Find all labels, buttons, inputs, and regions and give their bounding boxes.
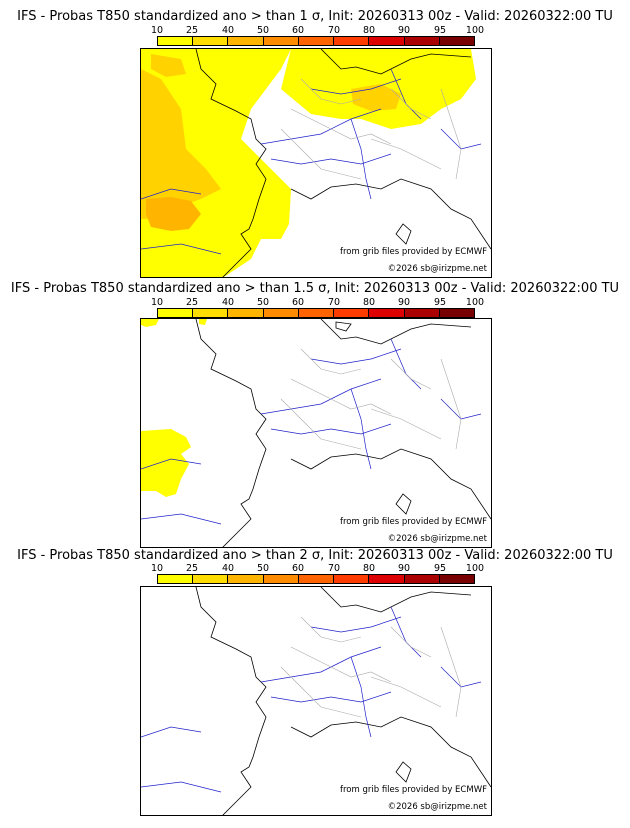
tick-70: 70 bbox=[327, 25, 341, 36]
borders bbox=[280, 348, 462, 450]
colorbar-swatch bbox=[228, 309, 264, 317]
tick-100: 100 bbox=[465, 25, 485, 36]
colorbar-swatch bbox=[263, 37, 299, 45]
colorbar-swatch bbox=[228, 575, 264, 583]
borders bbox=[280, 616, 462, 718]
tick-60: 60 bbox=[291, 25, 305, 36]
tick-100: 100 bbox=[465, 563, 485, 574]
prob-area-orange-nw bbox=[151, 54, 186, 77]
map-lines bbox=[141, 587, 491, 815]
tick-60: 60 bbox=[291, 297, 305, 308]
tick-25: 25 bbox=[185, 563, 199, 574]
panel-title: IFS - Probas T850 standardized ano > tha… bbox=[10, 281, 620, 296]
tick-100: 100 bbox=[465, 297, 485, 308]
tick-90: 90 bbox=[397, 25, 411, 36]
colorbar-swatch bbox=[334, 37, 370, 45]
borders bbox=[280, 78, 462, 180]
colorbar-ticks: 10 25 40 50 60 70 80 90 95 100 bbox=[151, 563, 484, 574]
prob-area-west bbox=[141, 429, 191, 497]
colorbar-swatch bbox=[298, 309, 335, 317]
map-lines bbox=[141, 49, 491, 277]
prob-area-orange-sw bbox=[146, 197, 201, 231]
copyright: ©2026 sb@irizpme.net bbox=[387, 264, 487, 274]
colorbar-swatch bbox=[193, 575, 229, 583]
rivers bbox=[141, 606, 482, 793]
colorbar-swatch bbox=[193, 37, 229, 45]
colorbar-ticks: 10 25 40 50 60 70 80 90 95 100 bbox=[151, 25, 484, 36]
map-panel-2: from grib files provided by ECMWF ©2026 … bbox=[140, 318, 492, 548]
map-panel-1: from grib files provided by ECMWF ©2026 … bbox=[140, 48, 492, 278]
rivers bbox=[141, 338, 482, 525]
colorbar-ticks: 10 25 40 50 60 70 80 90 95 100 bbox=[151, 297, 484, 308]
colorbar bbox=[157, 574, 475, 584]
colorbar-swatch bbox=[369, 575, 405, 583]
tick-90: 90 bbox=[397, 563, 411, 574]
tick-40: 40 bbox=[221, 25, 235, 36]
prob-area-nw-small bbox=[199, 319, 207, 325]
copyright: ©2026 sb@irizpme.net bbox=[387, 534, 487, 544]
source-credit: from grib files provided by ECMWF bbox=[340, 517, 487, 527]
colorbar-swatch bbox=[439, 309, 474, 317]
colorbar bbox=[157, 308, 475, 318]
colorbar-swatch bbox=[369, 309, 405, 317]
tick-40: 40 bbox=[221, 563, 235, 574]
tick-50: 50 bbox=[256, 25, 270, 36]
source-credit: from grib files provided by ECMWF bbox=[340, 247, 487, 257]
colorbar-swatch bbox=[263, 309, 299, 317]
tick-70: 70 bbox=[327, 563, 341, 574]
colorbar-swatch bbox=[439, 37, 474, 45]
tick-50: 50 bbox=[256, 297, 270, 308]
coastline bbox=[195, 319, 491, 547]
panel-title: IFS - Probas T850 standardized ano > tha… bbox=[17, 9, 613, 24]
tick-95: 95 bbox=[433, 25, 447, 36]
tick-60: 60 bbox=[291, 563, 305, 574]
colorbar-swatch bbox=[158, 575, 194, 583]
copyright: ©2026 sb@irizpme.net bbox=[387, 802, 487, 812]
colorbar-swatch bbox=[404, 575, 440, 583]
tick-25: 25 bbox=[185, 297, 199, 308]
panel-title: IFS - Probas T850 standardized ano > tha… bbox=[17, 548, 613, 563]
tick-70: 70 bbox=[327, 297, 341, 308]
map-lines bbox=[141, 319, 491, 547]
tick-25: 25 bbox=[185, 25, 199, 36]
tick-10: 10 bbox=[150, 297, 164, 308]
prob-area-orange-ne bbox=[351, 84, 401, 111]
map-graphic bbox=[141, 319, 491, 547]
tick-95: 95 bbox=[433, 563, 447, 574]
colorbar-swatch bbox=[334, 309, 370, 317]
colorbar-swatch bbox=[369, 37, 405, 45]
colorbar-swatches bbox=[157, 308, 475, 318]
tick-10: 10 bbox=[150, 25, 164, 36]
source-credit: from grib files provided by ECMWF bbox=[340, 785, 487, 795]
tick-50: 50 bbox=[256, 563, 270, 574]
tick-90: 90 bbox=[397, 297, 411, 308]
colorbar-swatches bbox=[157, 36, 475, 46]
tick-80: 80 bbox=[362, 563, 376, 574]
prob-area-orange-west bbox=[141, 69, 221, 219]
colorbar-swatches bbox=[157, 574, 475, 584]
colorbar-swatch bbox=[298, 575, 335, 583]
map-graphic bbox=[141, 49, 491, 277]
tick-10: 10 bbox=[150, 563, 164, 574]
coastline bbox=[195, 587, 491, 815]
colorbar bbox=[157, 36, 475, 46]
colorbar-swatch bbox=[404, 37, 440, 45]
colorbar-swatch bbox=[193, 309, 229, 317]
map-graphic bbox=[141, 587, 491, 815]
colorbar-swatch bbox=[298, 37, 335, 45]
tick-95: 95 bbox=[433, 297, 447, 308]
coastline bbox=[195, 49, 491, 277]
colorbar-swatch bbox=[158, 37, 194, 45]
tick-80: 80 bbox=[362, 297, 376, 308]
colorbar-swatch bbox=[228, 37, 264, 45]
prob-area-nw bbox=[141, 319, 159, 327]
colorbar-swatch bbox=[439, 575, 474, 583]
map-panel-3: from grib files provided by ECMWF ©2026 … bbox=[140, 586, 492, 816]
colorbar-swatch bbox=[404, 309, 440, 317]
colorbar-swatch bbox=[263, 575, 299, 583]
colorbar-swatch bbox=[334, 575, 370, 583]
tick-40: 40 bbox=[221, 297, 235, 308]
tick-80: 80 bbox=[362, 25, 376, 36]
colorbar-swatch bbox=[158, 309, 194, 317]
